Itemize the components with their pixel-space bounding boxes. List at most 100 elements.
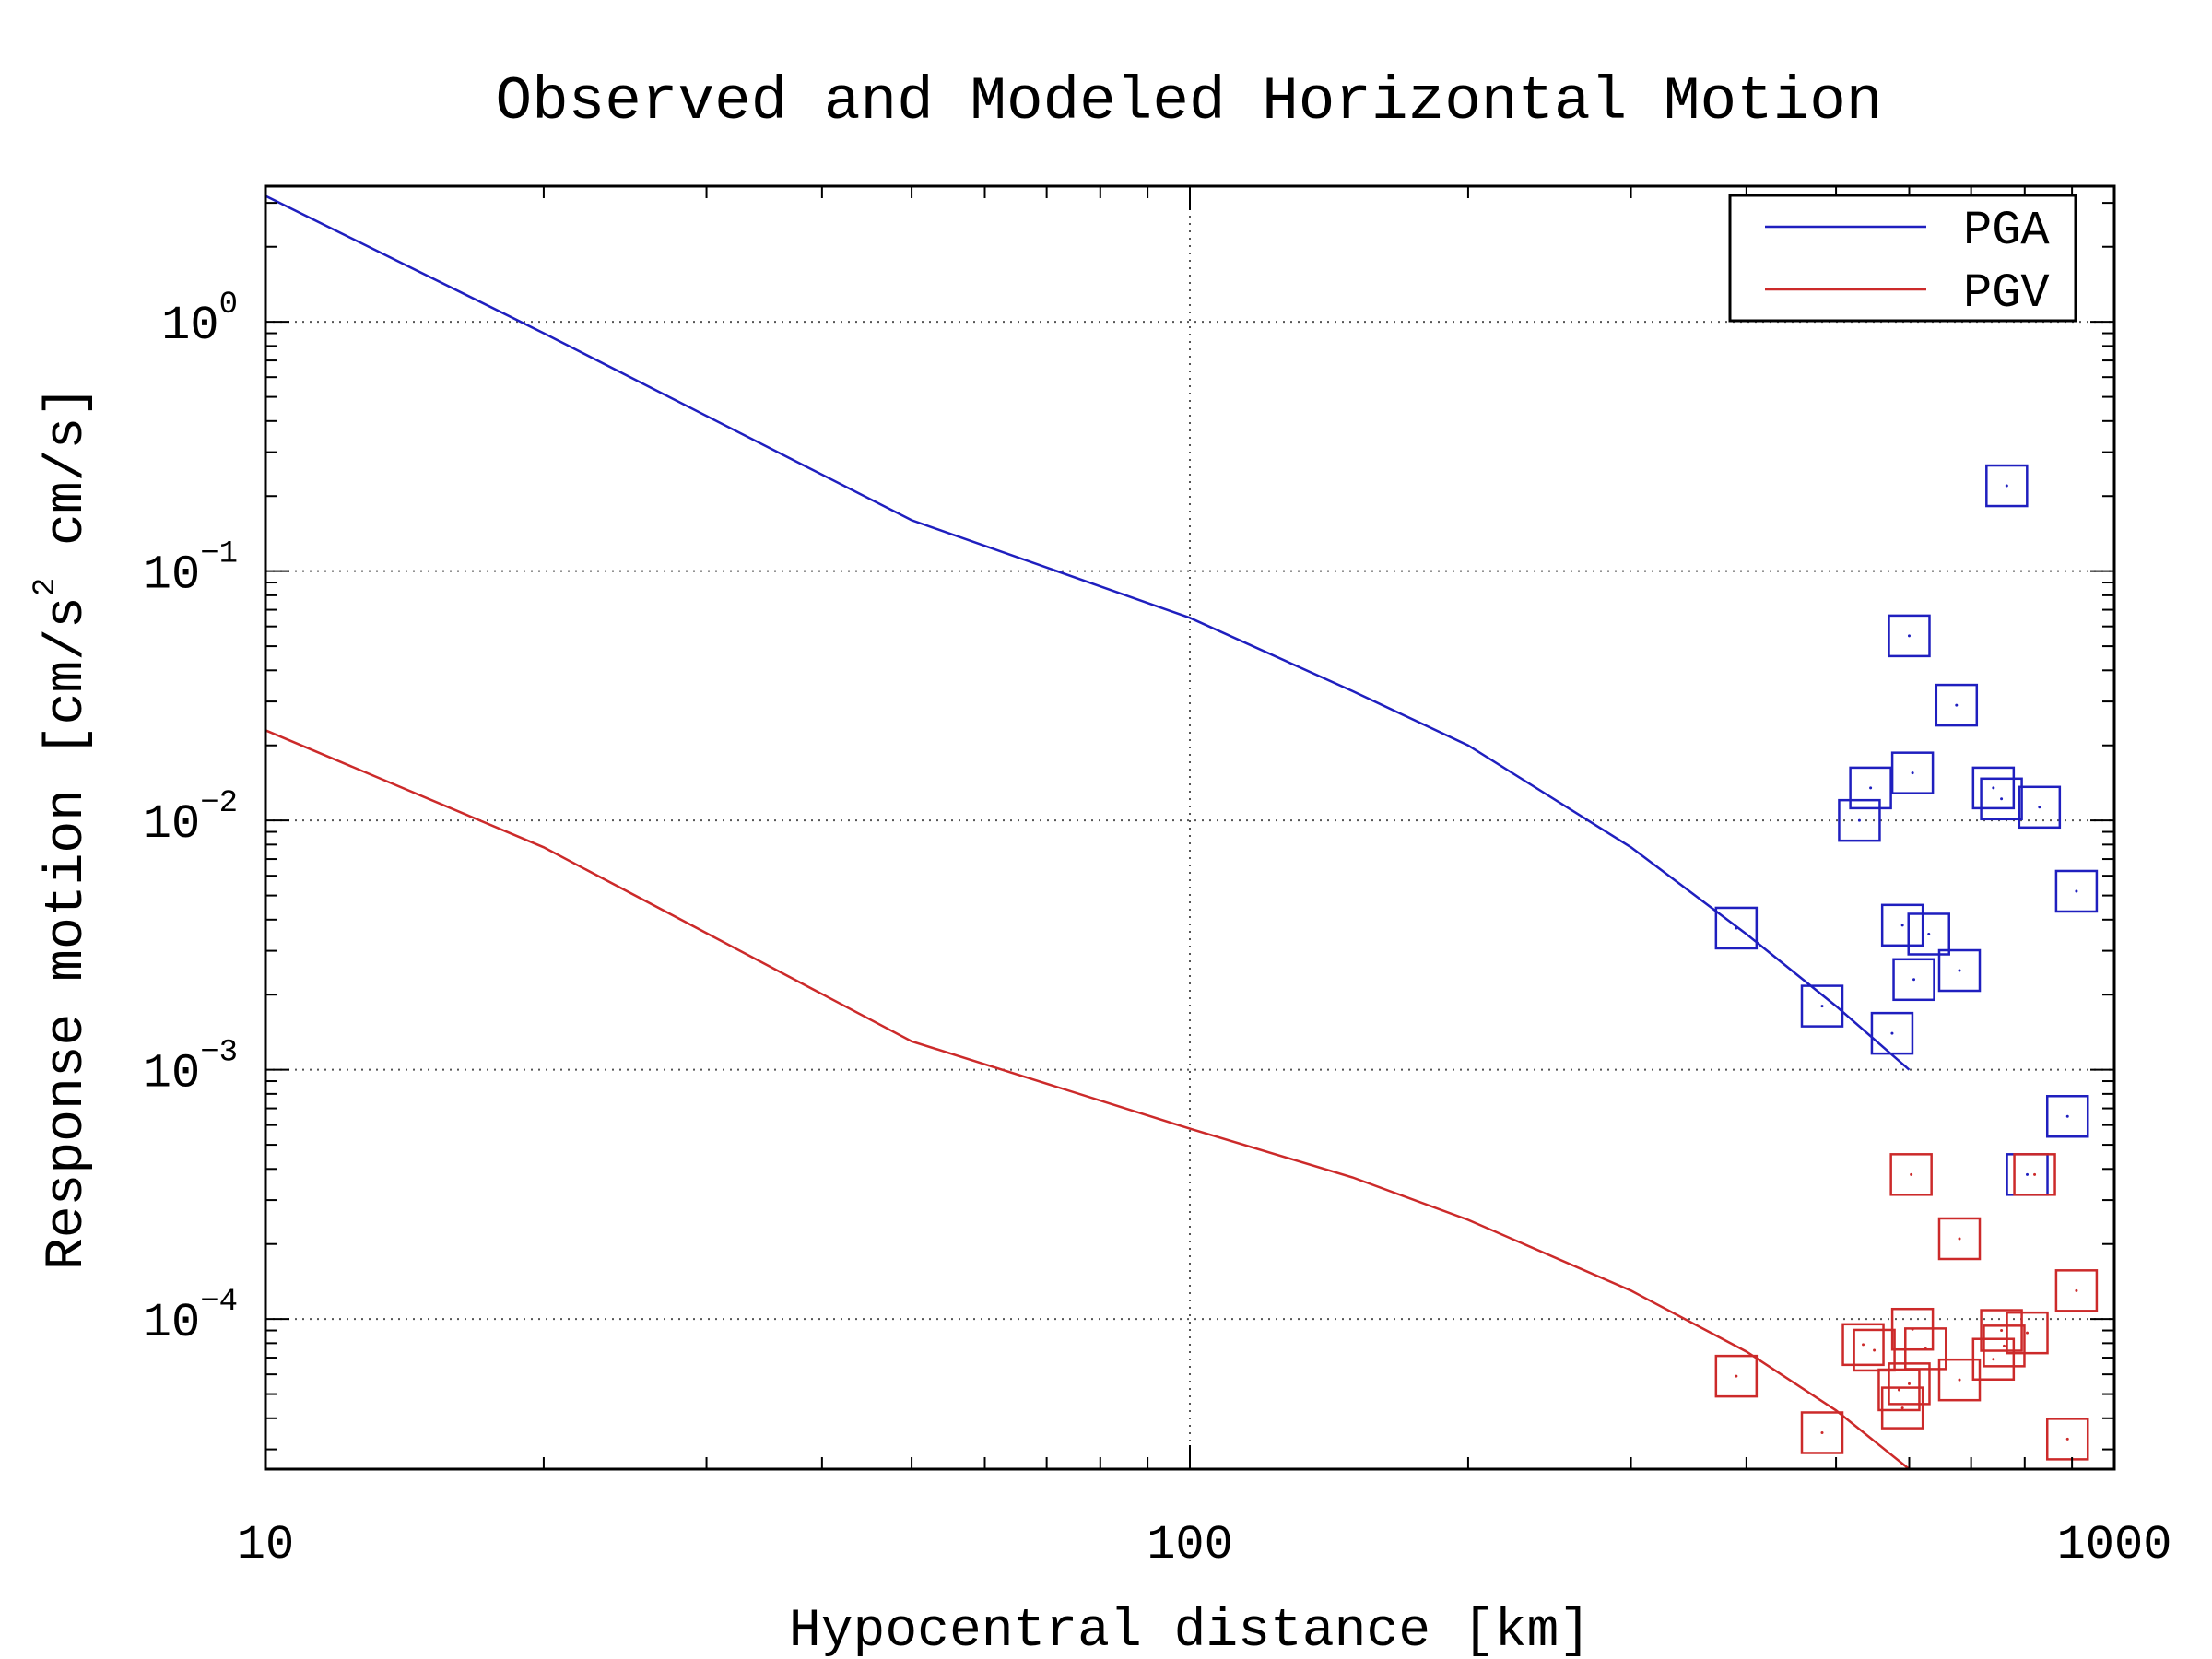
observed-point-center-pgv bbox=[1820, 1430, 1824, 1434]
observed-point-center-pga bbox=[1911, 771, 1914, 775]
y-tick-exponent: 0 bbox=[219, 288, 238, 323]
y-tick-exponent: −2 bbox=[200, 786, 238, 821]
observed-point-center-pgv bbox=[1907, 1382, 1911, 1385]
observed-point-pga bbox=[1985, 464, 2029, 508]
axis-ticks bbox=[265, 186, 2115, 1469]
observed-point-center-pga bbox=[1820, 1005, 1824, 1008]
observed-point-pgv bbox=[1980, 1309, 2023, 1352]
observed-point-pgv bbox=[1983, 1324, 2026, 1368]
legend-label-pga: PGA bbox=[1963, 204, 2050, 258]
observed-point-pgv bbox=[1937, 1217, 1982, 1261]
x-tick-label: 1000 bbox=[2057, 1518, 2172, 1572]
y-tick-exponent: −1 bbox=[200, 537, 238, 572]
y-axis-label: Response motion [cm/s2 cm/s] bbox=[29, 385, 98, 1270]
model-curve-pga bbox=[265, 194, 1911, 1071]
observed-point-pga bbox=[1971, 766, 2016, 810]
observed-point-center-pga bbox=[1857, 818, 1861, 822]
observed-point-center-pga bbox=[1912, 978, 1916, 982]
observed-point-pgv bbox=[1971, 1337, 2016, 1381]
x-tick-label: 10 bbox=[237, 1518, 294, 1572]
y-tick-label: 100 bbox=[161, 288, 238, 353]
y-axis-label-unit: cm/s] bbox=[38, 385, 98, 578]
observed-point-pgv bbox=[2013, 1153, 2056, 1196]
observed-point-pgv bbox=[1888, 1362, 1931, 1406]
observed-markers bbox=[1714, 464, 2099, 1461]
observed-point-pga bbox=[2054, 869, 2099, 913]
observed-point-center-pgv bbox=[1958, 1237, 1961, 1241]
observed-point-pgv bbox=[1800, 1411, 1844, 1454]
observed-point-center-pga bbox=[2026, 1172, 2030, 1176]
y-axis-label-superscript: 2 bbox=[29, 578, 64, 596]
observed-point-pga bbox=[1849, 766, 1892, 810]
observed-point-pga bbox=[1838, 798, 1881, 842]
y-tick-base: 10 bbox=[143, 1296, 200, 1350]
observed-point-pga bbox=[1890, 751, 1935, 794]
y-tick-label: 10−1 bbox=[143, 537, 238, 603]
observed-point-center-pgv bbox=[2075, 1288, 2078, 1292]
observed-point-pgv bbox=[2006, 1311, 2049, 1355]
observed-point-center-pga bbox=[1955, 703, 1959, 707]
observed-point-center-pgv bbox=[1992, 1358, 1995, 1361]
observed-point-center-pga bbox=[2005, 484, 2008, 488]
observed-point-pga bbox=[1870, 1011, 1914, 1055]
observed-point-pgv bbox=[1889, 1153, 1933, 1196]
legend: PGA PGV bbox=[1728, 194, 2077, 323]
observed-point-center-pga bbox=[2000, 797, 2004, 801]
observed-point-pgv bbox=[1841, 1323, 1885, 1367]
observed-point-pga bbox=[1907, 912, 1950, 956]
y-tick-base: 10 bbox=[161, 299, 218, 353]
observed-point-center-pga bbox=[2075, 889, 2078, 893]
observed-point-center-pga bbox=[1900, 924, 1904, 927]
observed-point-center-pga bbox=[1927, 932, 1931, 935]
observed-point-center-pga bbox=[1869, 786, 1873, 790]
observed-point-center-pgv bbox=[2065, 1437, 2069, 1441]
observed-point-pga bbox=[1937, 948, 1982, 993]
model-curve-pgv bbox=[265, 729, 1911, 1470]
x-axis-label: Hypocentral distance [km] bbox=[789, 1602, 1591, 1659]
observed-point-center-pgv bbox=[1910, 1172, 1913, 1176]
observed-point-pga bbox=[2045, 1095, 2089, 1138]
observed-point-center-pga bbox=[2038, 806, 2041, 809]
observed-point-pga bbox=[1714, 906, 1759, 950]
observed-point-center-pgv bbox=[2033, 1172, 2037, 1176]
legend-label-pgv: PGV bbox=[1963, 266, 2050, 321]
observed-point-center-pgv bbox=[1897, 1388, 1900, 1392]
y-tick-label: 10−2 bbox=[143, 786, 238, 852]
observed-point-pgv bbox=[2054, 1269, 2099, 1312]
observed-point-pgv bbox=[1714, 1354, 1759, 1398]
y-tick-exponent: −3 bbox=[200, 1036, 238, 1071]
observed-point-pga bbox=[1800, 984, 1844, 1028]
observed-point-pgv bbox=[1904, 1327, 1947, 1371]
observed-point-center-pgv bbox=[1735, 1374, 1738, 1378]
observed-point-pgv bbox=[1877, 1368, 1921, 1412]
observed-point-center-pgv bbox=[1873, 1348, 1877, 1352]
observed-point-center-pgv bbox=[2026, 1331, 2030, 1335]
grid-lines bbox=[265, 186, 2114, 1469]
observed-point-center-pga bbox=[1907, 634, 1911, 638]
observed-point-center-pga bbox=[2065, 1114, 2069, 1118]
observed-point-pga bbox=[1935, 683, 1979, 727]
y-tick-label: 10−3 bbox=[143, 1036, 238, 1101]
y-tick-base: 10 bbox=[143, 797, 200, 852]
observed-point-center-pga bbox=[1890, 1031, 1894, 1035]
x-tick-labels: 10 100 1000 bbox=[237, 1518, 2172, 1572]
observed-point-center-pga bbox=[1958, 969, 1961, 972]
observed-point-pgv bbox=[1880, 1386, 1924, 1430]
observed-point-pga bbox=[1880, 903, 1924, 947]
observed-point-pga bbox=[2018, 785, 2062, 830]
y-tick-label: 10−4 bbox=[143, 1285, 238, 1350]
chart-title: Observed and Modeled Horizontal Motion bbox=[495, 67, 1882, 136]
observed-point-center-pga bbox=[1992, 786, 1995, 790]
observed-point-center-pgv bbox=[1900, 1406, 1904, 1410]
observed-point-center-pgv bbox=[1862, 1343, 1865, 1347]
observed-point-pga bbox=[1888, 614, 1931, 658]
observed-point-center-pgv bbox=[1958, 1378, 1961, 1382]
model-curves bbox=[265, 194, 1911, 1470]
y-axis-label-main: Response motion [cm/s bbox=[38, 596, 98, 1270]
legend-box bbox=[1728, 194, 2077, 323]
observed-point-center-pgv bbox=[2002, 1344, 2006, 1347]
y-tick-exponent: −4 bbox=[200, 1285, 238, 1320]
observed-point-pga bbox=[1892, 958, 1936, 1002]
